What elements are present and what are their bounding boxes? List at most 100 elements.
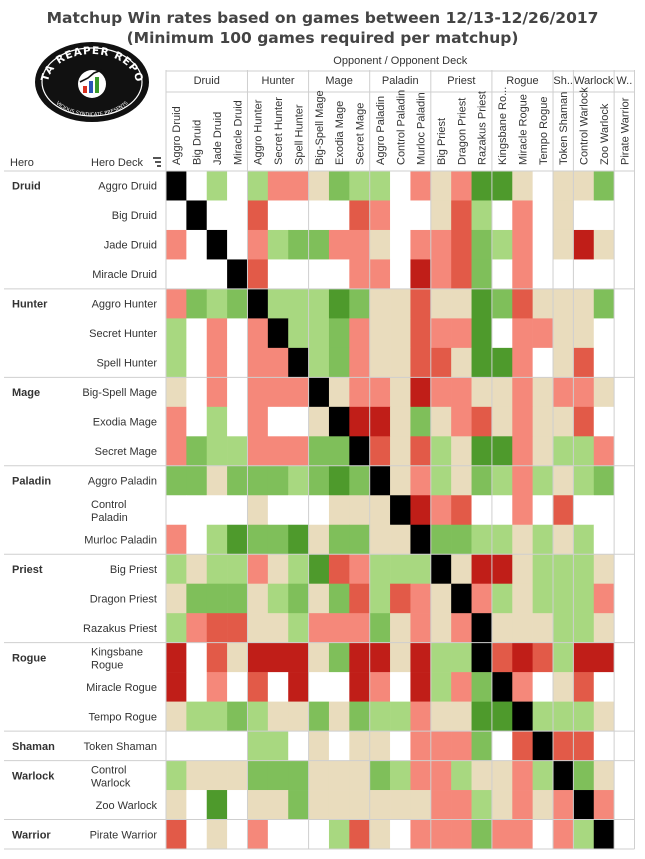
heatmap-cell (573, 465, 595, 496)
heatmap-cell (553, 524, 574, 555)
heatmap-cell (532, 288, 554, 319)
heatmap-cell (308, 288, 330, 319)
opponent-class-label: Druid (194, 75, 220, 87)
heatmap-cell (471, 760, 493, 791)
heatmap-cell (553, 288, 574, 319)
heatmap-cell (512, 259, 533, 290)
heatmap-cell (267, 436, 289, 467)
heatmap-cell (390, 495, 411, 526)
opponent-class-label: Rogue (506, 75, 538, 87)
heatmap-cell (369, 701, 391, 732)
heatmap-cell (451, 229, 472, 260)
heatmap-cell (288, 259, 309, 290)
heatmap-cell (593, 436, 615, 467)
heatmap-cell (390, 613, 411, 643)
heatmap-cell (573, 583, 595, 614)
heatmap-cell (227, 642, 248, 673)
heatmap-cell (430, 171, 452, 201)
heatmap-cell (166, 613, 187, 643)
heatmap-cell (471, 790, 493, 820)
hero-deck-label-big-priest: Big Priest (110, 564, 157, 576)
heatmap-cell (186, 790, 208, 820)
heatmap-cell (471, 583, 493, 614)
hero-deck-label-kingsbane-rogue: Kingsbane (91, 646, 143, 658)
heatmap-cell (573, 790, 595, 820)
heatmap-cell (186, 436, 208, 467)
chart-title: Matchup Win rates based on games between… (46, 9, 599, 27)
heatmap-cell (573, 524, 595, 555)
heatmap-cell (553, 672, 574, 702)
heatmap-cell (512, 613, 533, 643)
heatmap-cell (553, 495, 574, 526)
heatmap-cell (593, 200, 615, 231)
heatmap-cell (593, 790, 615, 820)
heatmap-cell (288, 171, 309, 201)
heatmap-cell (471, 347, 493, 378)
heatmap-cell (593, 524, 615, 555)
hero-deck-label-aggro-druid: Aggro Druid (98, 181, 157, 193)
hero-deck-label-big-spell-mage: Big-Spell Mage (82, 387, 157, 399)
heatmap-cell (186, 347, 208, 378)
heatmap-cell (267, 347, 289, 378)
heatmap-cell (206, 347, 228, 378)
heatmap-cell (308, 406, 330, 437)
heatmap-cell (227, 524, 248, 555)
heatmap-cell (308, 377, 330, 408)
heatmap-cell (451, 465, 472, 496)
heatmap-cell (328, 347, 350, 378)
opponent-deck-label-miracle-druid: Miracle Druid (232, 100, 244, 165)
heatmap-cell (328, 288, 350, 319)
heatmap-cell (491, 731, 513, 761)
logo-trend-line (79, 69, 103, 83)
heatmap-cell (186, 554, 208, 584)
heatmap-cell (349, 554, 370, 584)
heatmap-cell (573, 672, 595, 702)
hero-deck-label-secret-mage: Secret Mage (95, 446, 157, 458)
opponent-deck-label-token-shaman: Token Shaman (558, 92, 570, 165)
heatmap-cell (390, 171, 411, 201)
heatmap-cell (186, 701, 208, 732)
hero-deck-label-secret-hunter: Secret Hunter (89, 328, 157, 340)
heatmap-cell (369, 406, 391, 437)
heatmap-cell (491, 436, 513, 467)
heatmap-cell (390, 465, 411, 496)
heatmap-cell (410, 259, 432, 290)
heatmap-cell (308, 171, 330, 201)
heatmap-cell (532, 229, 554, 260)
hero-class-label: Shaman (12, 741, 55, 753)
heatmap-cell (553, 229, 574, 260)
heatmap-cell (553, 347, 574, 378)
heatmap-cell (206, 701, 228, 732)
heatmap-cell (430, 790, 452, 820)
heatmap-cell (166, 377, 187, 408)
opponent-deck-label-secret-mage: Secret Mage (355, 103, 367, 165)
heatmap-cell (267, 554, 289, 584)
heatmap-cell (328, 819, 350, 850)
heatmap-cell (247, 672, 269, 702)
heatmap-cell (369, 171, 391, 201)
heatmap-cell (410, 642, 432, 673)
heatmap-cell (288, 524, 309, 555)
heatmap-cell (206, 406, 228, 437)
heatmap-cell (471, 318, 493, 349)
heatmap-cell (593, 259, 615, 290)
heatmap-cell (166, 731, 187, 761)
heatmap-cell (227, 760, 248, 791)
heatmap-cell (553, 465, 574, 496)
heatmap-cell (573, 259, 595, 290)
heatmap-cell (410, 200, 432, 231)
heatmap-cell (247, 259, 269, 290)
heatmap-cell (593, 760, 615, 791)
heatmap-cell (553, 200, 574, 231)
heatmap-cell (267, 406, 289, 437)
heatmap-cell (410, 229, 432, 260)
heatmap-cell (491, 819, 513, 850)
hero-deck-label-control-paladin: Control (91, 499, 126, 511)
heatmap-cell (451, 406, 472, 437)
heatmap-cell (247, 377, 269, 408)
opponent-class-label: Sh.. (553, 75, 573, 87)
heatmap-cell (186, 259, 208, 290)
heatmap-cell (288, 583, 309, 614)
heatmap-cell (247, 819, 269, 850)
heatmap-cell (451, 200, 472, 231)
